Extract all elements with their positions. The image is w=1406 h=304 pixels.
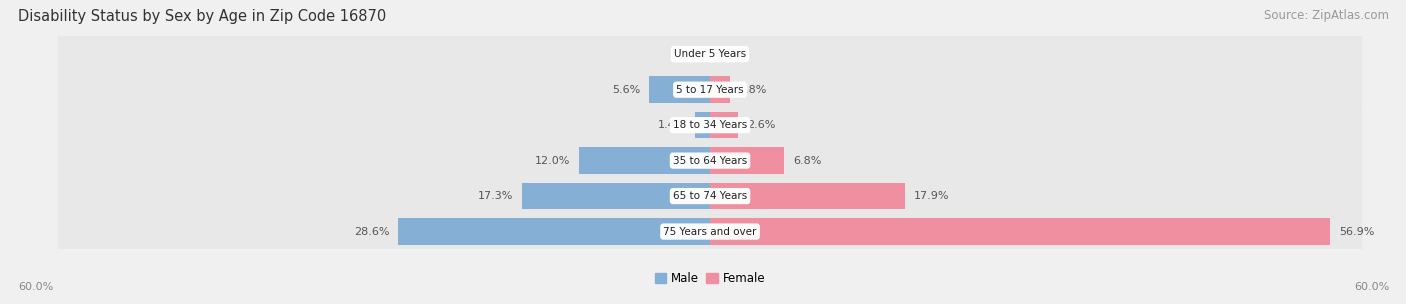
Text: 17.9%: 17.9%: [914, 191, 949, 201]
FancyBboxPatch shape: [58, 174, 1362, 218]
Bar: [710, 147, 785, 174]
Text: 0.0%: 0.0%: [678, 49, 706, 59]
Text: 5.6%: 5.6%: [612, 85, 640, 95]
Text: 17.3%: 17.3%: [478, 191, 513, 201]
Bar: [398, 218, 710, 245]
Text: Source: ZipAtlas.com: Source: ZipAtlas.com: [1264, 9, 1389, 22]
Text: Disability Status by Sex by Age in Zip Code 16870: Disability Status by Sex by Age in Zip C…: [18, 9, 387, 24]
Bar: [710, 76, 730, 103]
Text: 5 to 17 Years: 5 to 17 Years: [676, 85, 744, 95]
Text: 28.6%: 28.6%: [354, 226, 389, 237]
Text: 75 Years and over: 75 Years and over: [664, 226, 756, 237]
Text: 0.0%: 0.0%: [714, 49, 742, 59]
Bar: [650, 76, 710, 103]
Text: 6.8%: 6.8%: [793, 156, 821, 166]
Text: 2.6%: 2.6%: [747, 120, 776, 130]
Bar: [710, 112, 738, 138]
Legend: Male, Female: Male, Female: [650, 268, 770, 290]
Text: 60.0%: 60.0%: [1354, 282, 1389, 292]
Bar: [695, 112, 710, 138]
Bar: [579, 147, 710, 174]
FancyBboxPatch shape: [58, 103, 1362, 147]
Bar: [710, 183, 905, 209]
Text: 1.8%: 1.8%: [738, 85, 766, 95]
Text: 18 to 34 Years: 18 to 34 Years: [673, 120, 747, 130]
FancyBboxPatch shape: [58, 67, 1362, 112]
Bar: [710, 218, 1330, 245]
Text: 35 to 64 Years: 35 to 64 Years: [673, 156, 747, 166]
FancyBboxPatch shape: [58, 209, 1362, 254]
Text: 56.9%: 56.9%: [1339, 226, 1374, 237]
Text: 12.0%: 12.0%: [536, 156, 571, 166]
Text: 1.4%: 1.4%: [658, 120, 686, 130]
Text: Under 5 Years: Under 5 Years: [673, 49, 747, 59]
Text: 60.0%: 60.0%: [18, 282, 53, 292]
Bar: [522, 183, 710, 209]
Text: 65 to 74 Years: 65 to 74 Years: [673, 191, 747, 201]
FancyBboxPatch shape: [58, 32, 1362, 76]
FancyBboxPatch shape: [58, 138, 1362, 183]
